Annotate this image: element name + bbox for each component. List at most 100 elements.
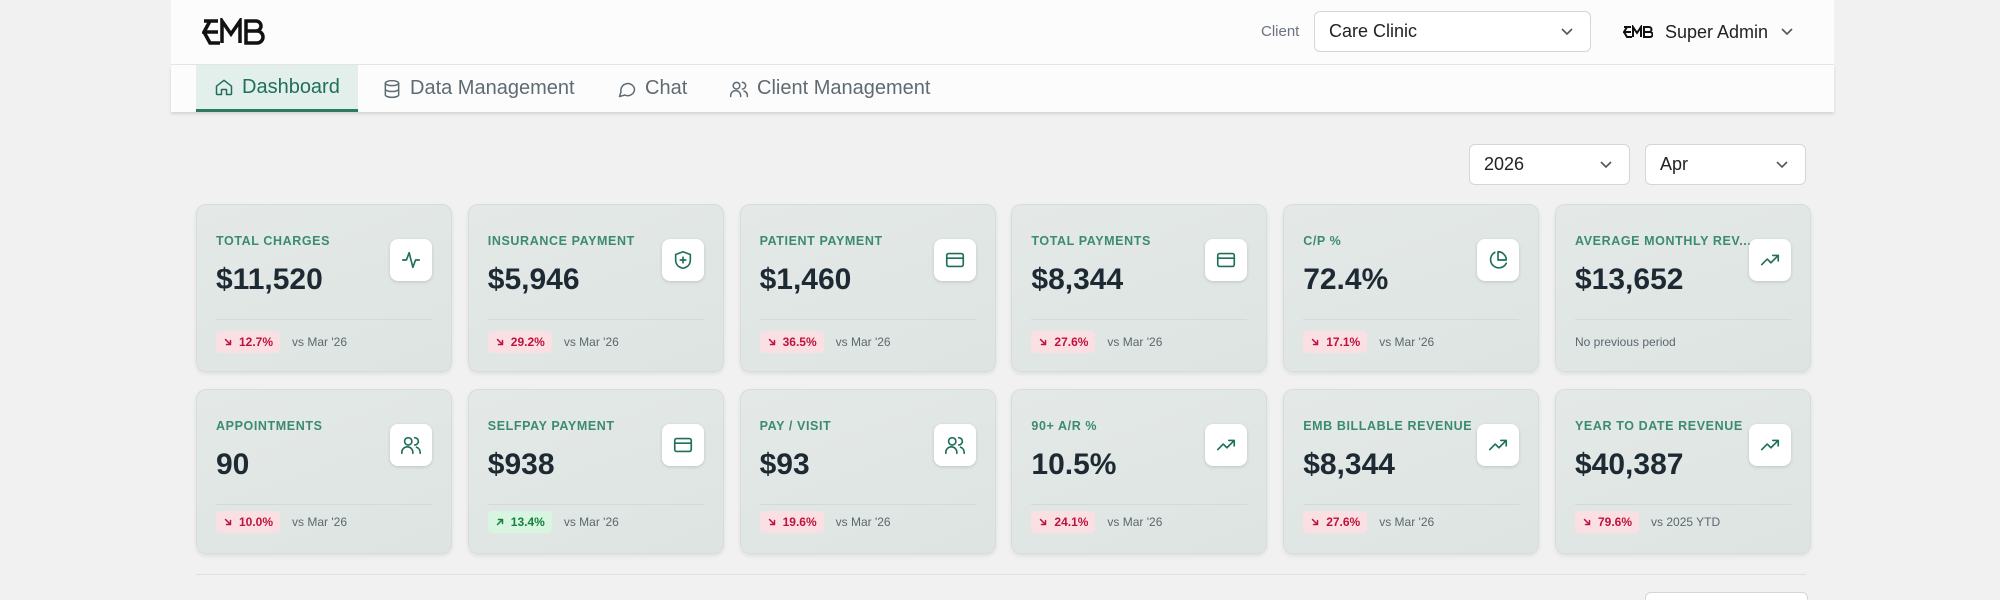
icon	[1760, 254, 1780, 266]
kpi-footer: 19.6% vs Mar '26	[759, 511, 891, 533]
comparison: No previous period	[1575, 335, 1676, 349]
change-value: 17.1%	[1326, 335, 1361, 349]
divider	[1303, 319, 1520, 320]
kpi-label: TOTAL CHARGES	[216, 234, 331, 248]
comparison: vs Mar '26	[1107, 335, 1163, 349]
kpi-icon	[933, 424, 976, 466]
kpi-card: 90+ A/R % 10.5% 24.1% vs Mar '26	[1011, 389, 1268, 554]
kpi-card: APPOINTMENTS 90 10.0% vs Mar '26	[196, 389, 452, 554]
nav-tab[interactable]: Chat	[599, 65, 705, 112]
change-badge: 27.6%	[1303, 511, 1368, 533]
kpi-label: APPOINTMENTS	[216, 419, 323, 433]
kpi-value: 90	[216, 448, 250, 481]
year-select[interactable]: 2026	[1469, 144, 1630, 185]
kpi-card: TOTAL PAYMENTS $8,344 27.6% vs Mar '26	[1011, 204, 1268, 372]
nav-bar: Dashboard Data Management Chat Client Manag…	[171, 65, 1834, 112]
icon	[1311, 518, 1319, 526]
icon	[768, 338, 775, 346]
kpi-icon	[1749, 424, 1791, 466]
logo	[202, 18, 265, 45]
client-select[interactable]: Care Clinic	[1314, 11, 1591, 52]
nav-tab-label: Client Management	[757, 77, 931, 99]
kpi-value: 10.5%	[1031, 448, 1117, 481]
kpi-icon	[1205, 424, 1248, 466]
comparison: vs Mar '26	[1379, 335, 1435, 349]
kpi-label: EMB BILLABLE REVENUE	[1303, 419, 1473, 433]
comparison: vs Mar '26	[1379, 515, 1435, 529]
select-partial[interactable]	[1645, 592, 1808, 600]
change-value: 19.6%	[782, 515, 817, 529]
comparison: vs Mar '26	[563, 515, 619, 529]
kpi-footer: 29.2% vs Mar '26	[487, 331, 619, 353]
kpi-icon	[1477, 424, 1520, 466]
divider	[759, 319, 976, 320]
chevron	[1781, 28, 1793, 36]
kpi-icon	[1205, 239, 1248, 281]
divider	[216, 319, 432, 320]
kpi-icon	[1477, 239, 1520, 281]
change-badge: 79.6%	[1575, 511, 1640, 533]
icon	[1489, 250, 1508, 269]
kpi-value: $5,946	[487, 263, 580, 296]
icon	[496, 518, 504, 526]
icon	[496, 338, 504, 346]
change-badge: 36.5%	[759, 331, 824, 353]
kpi-card: C/P % 72.4% 17.1% vs Mar '26	[1283, 204, 1540, 372]
change-badge: 17.1%	[1303, 331, 1368, 353]
nav-tab[interactable]: Data Management	[364, 65, 593, 112]
comparison: vs 2025 YTD	[1651, 515, 1721, 529]
kpi-value: 72.4%	[1303, 263, 1389, 296]
icon	[1217, 439, 1236, 451]
kpi-card: PAY / VISIT $93 19.6% vs Mar '26	[739, 389, 996, 554]
change-badge: 24.1%	[1031, 511, 1096, 533]
change-badge: 19.6%	[759, 511, 824, 533]
user-menu[interactable]: Super Admin	[1623, 14, 1794, 50]
nav-tab[interactable]: Client Management	[711, 65, 948, 112]
divider	[487, 504, 704, 505]
comparison: vs Mar '26	[292, 335, 348, 349]
comparison: vs Mar '26	[1107, 515, 1163, 529]
nav-tab[interactable]: Dashboard	[196, 65, 358, 112]
month-value: Apr	[1660, 154, 1689, 174]
kpi-value: $8,344	[1031, 263, 1124, 296]
icon	[729, 81, 749, 97]
divider	[1031, 504, 1248, 505]
kpi-footer: 27.6% vs Mar '26	[1303, 511, 1434, 533]
kpi-value: $11,520	[216, 263, 323, 296]
client-label: Client	[1261, 23, 1300, 40]
kpi-label: TOTAL PAYMENTS	[1031, 234, 1151, 248]
icon	[224, 518, 232, 526]
comparison: vs Mar '26	[835, 515, 891, 529]
kpi-card: SELFPAY PAYMENT $938 13.4% vs Mar '26	[467, 389, 724, 554]
change-value: 12.7%	[239, 335, 274, 349]
kpi-card: AVERAGE MONTHLY REV... $13,652 No previous…	[1555, 204, 1811, 372]
kpi-value: $13,652	[1575, 263, 1684, 296]
month-select[interactable]: Apr	[1645, 144, 1806, 185]
kpi-icon	[390, 239, 432, 281]
icon	[215, 79, 233, 96]
chevron	[1776, 160, 1788, 168]
icon	[1489, 439, 1508, 451]
icon	[384, 79, 400, 98]
kpi-value: $93	[759, 448, 810, 481]
comparison: vs Mar '26	[563, 335, 619, 349]
kpi-value: $1,460	[759, 263, 852, 296]
divider	[1575, 504, 1791, 505]
kpi-footer: No previous period	[1575, 331, 1676, 353]
nav-tab-label: Chat	[645, 77, 688, 99]
kpi-card: INSURANCE PAYMENT $5,946 29.2% vs Mar '26	[467, 204, 724, 372]
kpi-footer: 27.6% vs Mar '26	[1031, 331, 1162, 353]
icon	[673, 437, 692, 453]
kpi-footer: 24.1% vs Mar '26	[1031, 511, 1162, 533]
change-value: 36.5%	[782, 335, 817, 349]
comparison: vs Mar '26	[835, 335, 891, 349]
chevron	[1561, 27, 1573, 35]
kpi-value: $8,344	[1303, 448, 1395, 481]
chevron	[1600, 160, 1612, 168]
divider	[1575, 319, 1791, 320]
nav-tab-label: Dashboard	[242, 75, 340, 98]
kpi-value: $938	[487, 448, 555, 481]
kpi-card: EMB BILLABLE REVENUE $8,344 27.6% vs Mar '2…	[1283, 389, 1540, 554]
change-value: 10.0%	[239, 515, 274, 529]
